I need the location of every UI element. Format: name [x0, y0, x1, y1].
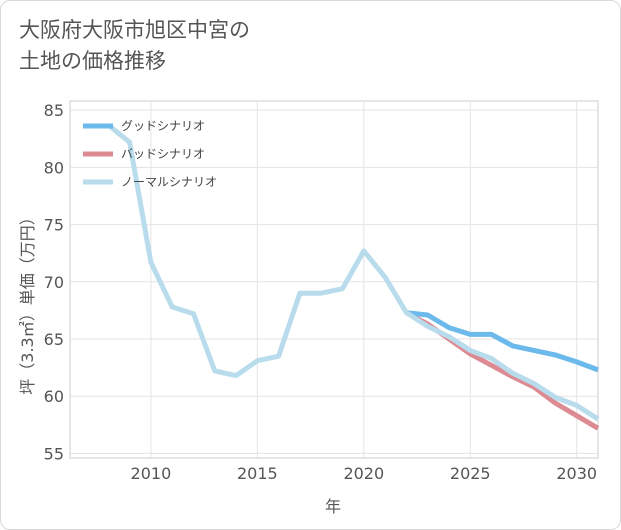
y-axis-label: 坪（3.3㎡）単価（万円） — [18, 209, 37, 394]
x-tick-label: 2020 — [343, 464, 384, 483]
x-tick-label: 2030 — [556, 464, 597, 483]
y-tick-label: 75 — [44, 216, 64, 235]
series-line-normal — [106, 123, 600, 422]
y-tick-label: 65 — [44, 330, 64, 349]
legend-label: ノーマルシナリオ — [121, 175, 217, 189]
legend-label: バッドシナリオ — [121, 147, 205, 161]
x-tick-label: 2025 — [450, 464, 491, 483]
x-tick-labels: 2010 2015 2020 2025 2030 — [131, 464, 598, 483]
y-tick-label: 85 — [44, 101, 64, 120]
x-tick-label: 2010 — [131, 464, 172, 483]
x-axis-label: 年 — [325, 497, 341, 516]
chart-title-line2: 土地の価格推移 — [19, 49, 166, 73]
y-tick-label: 60 — [44, 387, 64, 406]
chart-title-line1: 大阪府大阪市旭区中宮の — [19, 18, 250, 42]
series-lines — [106, 123, 600, 431]
y-tick-label: 55 — [44, 444, 64, 463]
y-tick-labels: 55 60 65 70 75 80 85 — [44, 101, 64, 463]
y-tick-label: 80 — [44, 158, 64, 177]
y-tick-label: 70 — [44, 273, 64, 292]
legend-label: グッドシナリオ — [121, 119, 205, 133]
series-line-good — [406, 310, 599, 373]
x-tick-label: 2015 — [237, 464, 278, 483]
chart-title: 大阪府大阪市旭区中宮の 土地の価格推移 — [19, 15, 250, 77]
